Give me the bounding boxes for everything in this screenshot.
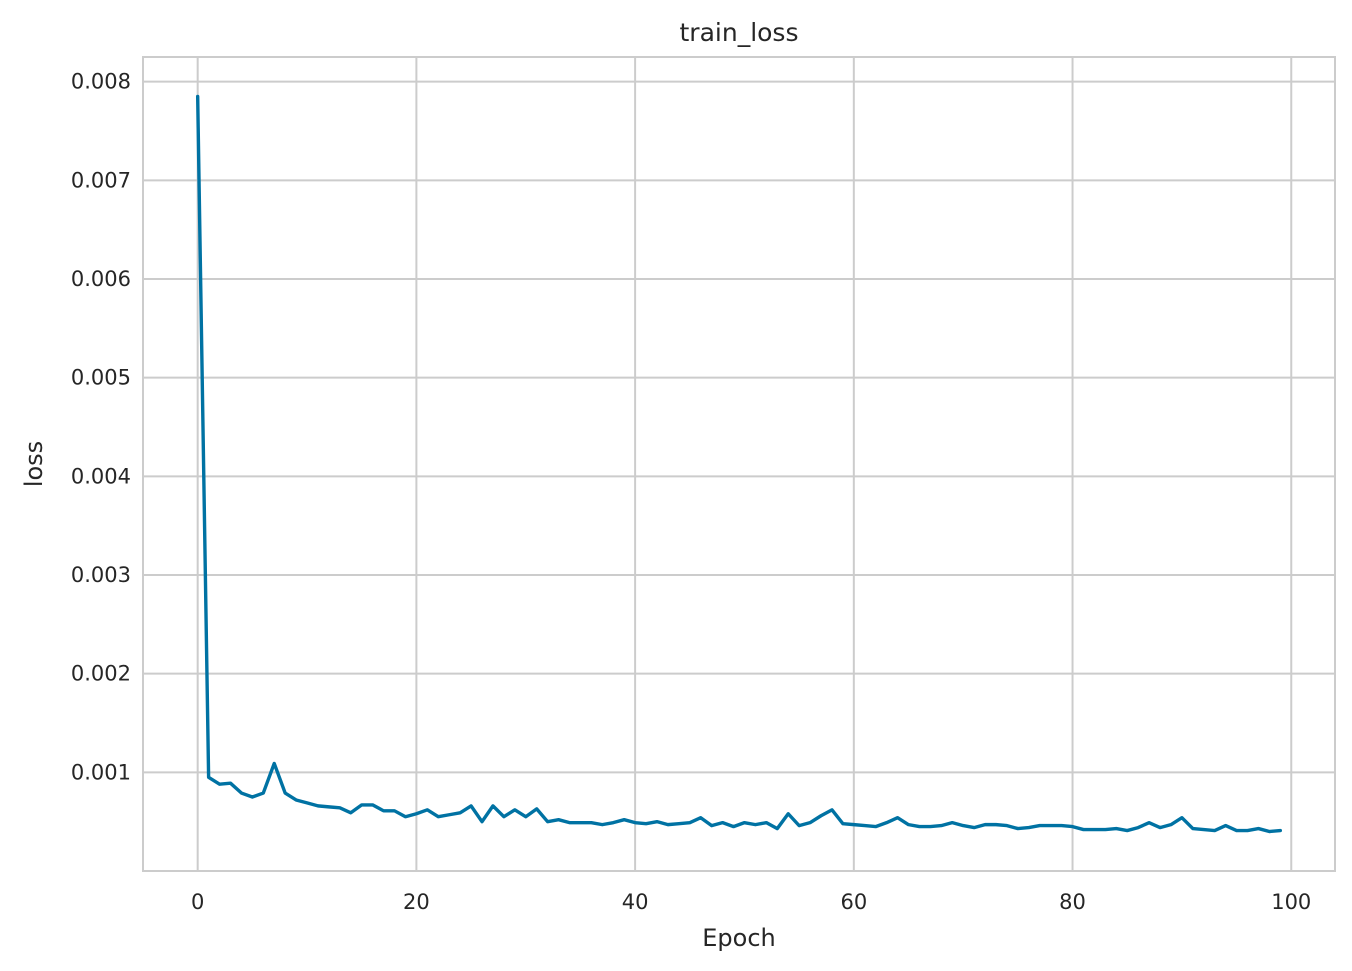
chart-title: train_loss (680, 18, 799, 47)
x-tick-label: 20 (403, 890, 430, 914)
series-line (195, 94, 1283, 834)
y-tick-labels: 0.001 0.002 0.003 0.004 0.005 0.006 0.007 0.008 (71, 70, 131, 785)
y-tick-label: 0.007 (71, 168, 131, 192)
y-gridlines (143, 80, 1335, 774)
y-tick-label: 0.001 (71, 760, 131, 784)
x-tick-labels: 0 20 40 60 80 100 (191, 890, 1311, 914)
y-tick-label: 0.004 (71, 464, 131, 488)
y-tick-label: 0.008 (71, 70, 131, 94)
y-axis-label: loss (20, 441, 48, 487)
y-tick-label: 0.005 (71, 366, 131, 390)
x-tick-label: 0 (191, 890, 204, 914)
x-tick-label: 60 (840, 890, 867, 914)
y-tick-label: 0.002 (71, 662, 131, 686)
x-axis-label: Epoch (702, 924, 776, 952)
x-tick-label: 40 (622, 890, 649, 914)
y-tick-label: 0.006 (71, 267, 131, 291)
plot-frame (142, 56, 1336, 872)
x-tick-label: 100 (1271, 890, 1311, 914)
y-tick-label: 0.003 (71, 563, 131, 587)
x-tick-label: 80 (1059, 890, 1086, 914)
series-layer (195, 94, 1283, 834)
x-gridlines (196, 57, 1293, 871)
